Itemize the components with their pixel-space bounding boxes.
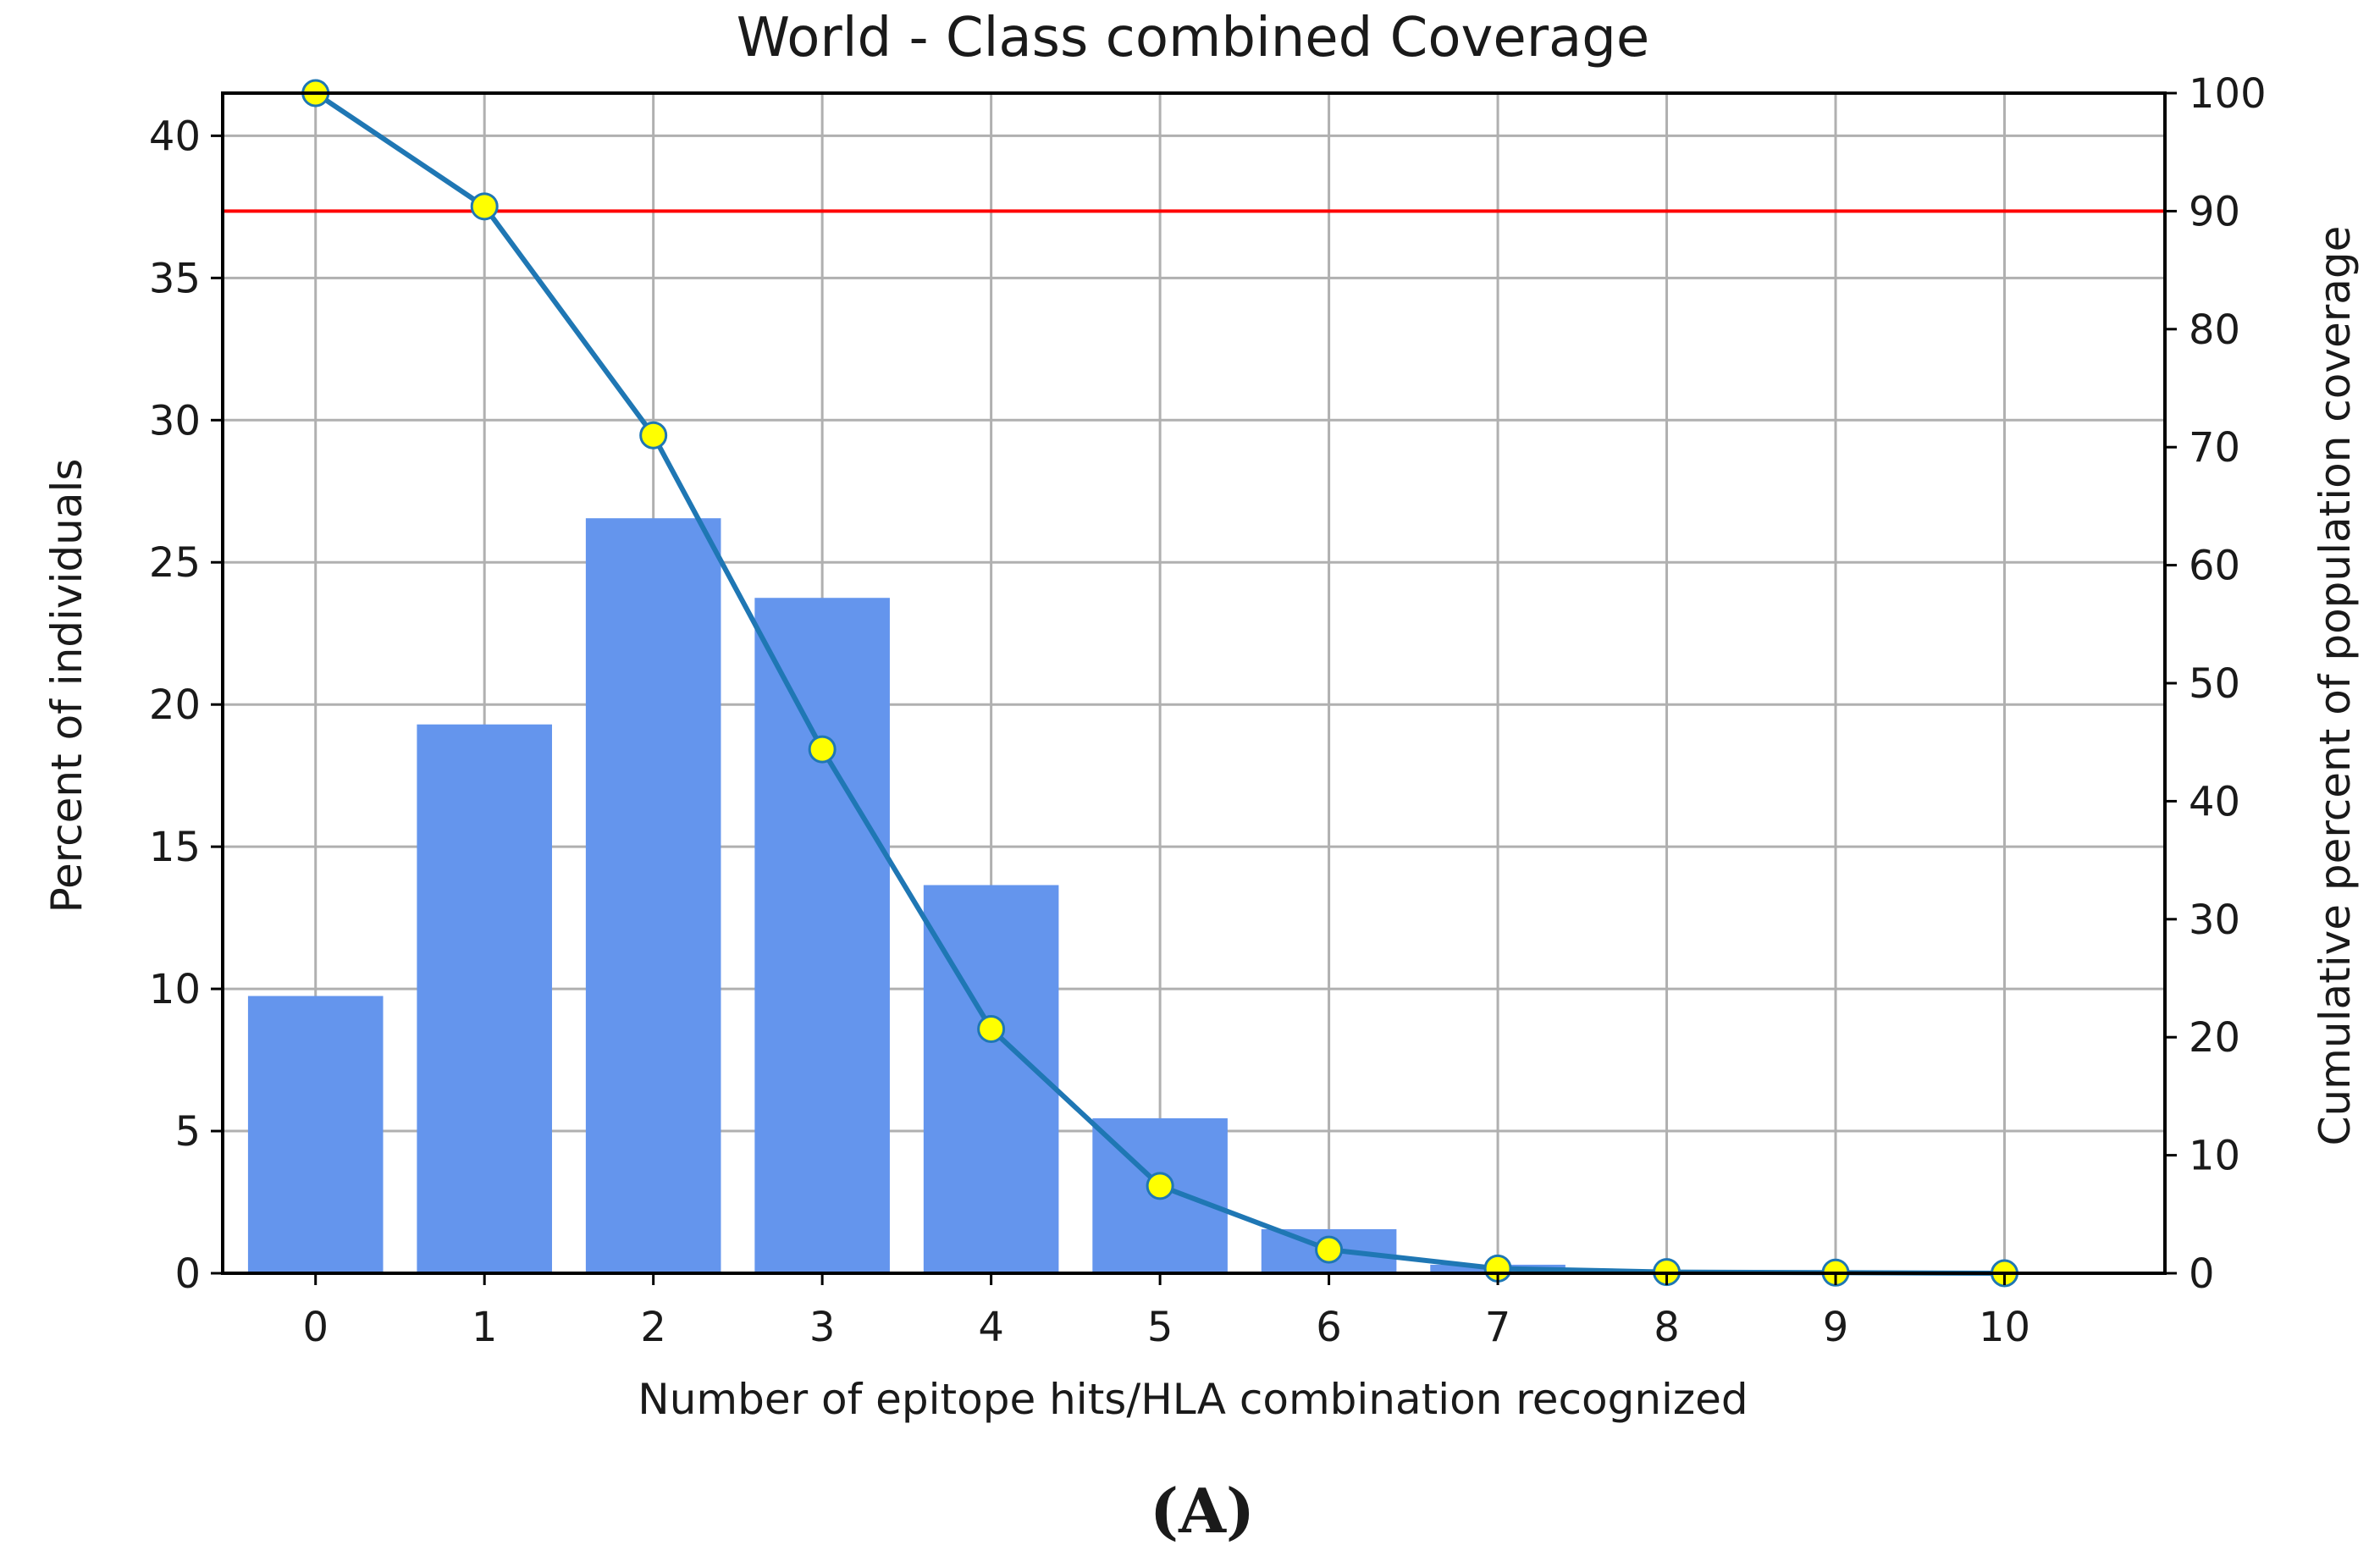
coverage-point-3 <box>808 735 837 764</box>
x-tick-label: 6 <box>1316 1304 1342 1351</box>
y-tick-label: 0 <box>174 1250 201 1298</box>
y2-tick-label: 20 <box>2189 1014 2240 1062</box>
x-tick-label: 1 <box>472 1304 498 1351</box>
x-tick-label: 3 <box>809 1304 836 1351</box>
x-axis-label: Number of epitope hits/HLA combination r… <box>638 1375 1748 1424</box>
y2-tick-label: 70 <box>2189 424 2240 472</box>
y-tick-label: 5 <box>174 1108 201 1156</box>
x-tick-label: 8 <box>1654 1304 1680 1351</box>
y-tick-label: 10 <box>149 966 201 1013</box>
coverage-point-1 <box>470 192 499 221</box>
y2-tick-label: 80 <box>2189 306 2240 354</box>
x-tick-label: 0 <box>302 1304 329 1351</box>
x-tick-label: 7 <box>1485 1304 1511 1351</box>
x-tick-label: 5 <box>1147 1304 1173 1351</box>
coverage-point-2 <box>639 421 668 450</box>
y2-tick-label: 90 <box>2189 188 2240 235</box>
bar-4 <box>923 885 1059 1273</box>
y2-tick-label: 50 <box>2189 660 2240 708</box>
y2-tick-label: 100 <box>2189 70 2267 118</box>
bar-layer <box>247 518 1735 1273</box>
x-tick-label: 4 <box>978 1304 1004 1351</box>
bar-2 <box>585 518 721 1273</box>
y2-axis-label: Cumulative percent of population coverag… <box>2311 226 2360 1146</box>
y-tick-label: 15 <box>149 824 201 871</box>
coverage-point-6 <box>1315 1235 1344 1264</box>
x-tick-label: 9 <box>1823 1304 1849 1351</box>
y-tick-label: 25 <box>149 539 201 587</box>
bar-3 <box>754 598 890 1273</box>
bar-1 <box>417 724 552 1273</box>
y-axis-label: Percent of individuals <box>42 459 91 913</box>
y2-tick-label: 0 <box>2189 1250 2215 1298</box>
grid-layer <box>223 93 2165 1275</box>
bar-0 <box>247 996 384 1273</box>
y-tick-label: 30 <box>149 397 201 444</box>
y2-tick-label: 40 <box>2189 778 2240 825</box>
coverage-point-5 <box>1146 1172 1174 1200</box>
y-tick-label: 35 <box>149 255 201 302</box>
x-tick-label: 2 <box>640 1304 666 1351</box>
coverage-point-4 <box>977 1014 1006 1043</box>
y2-tick-label: 30 <box>2189 897 2240 944</box>
chart-title: World - Class combined Coverage <box>737 7 1650 69</box>
x-tick-label: 10 <box>1979 1304 2030 1351</box>
y-tick-label: 20 <box>149 681 201 729</box>
tick-layer: 0 1 2 3 4 5 6 7 8 9 100510152025303540010203040506… <box>149 70 2267 1351</box>
y2-tick-label: 60 <box>2189 543 2240 590</box>
y-tick-label: 40 <box>149 113 201 160</box>
y2-tick-label: 10 <box>2189 1133 2240 1180</box>
panel-label: (A) <box>1150 1475 1255 1547</box>
